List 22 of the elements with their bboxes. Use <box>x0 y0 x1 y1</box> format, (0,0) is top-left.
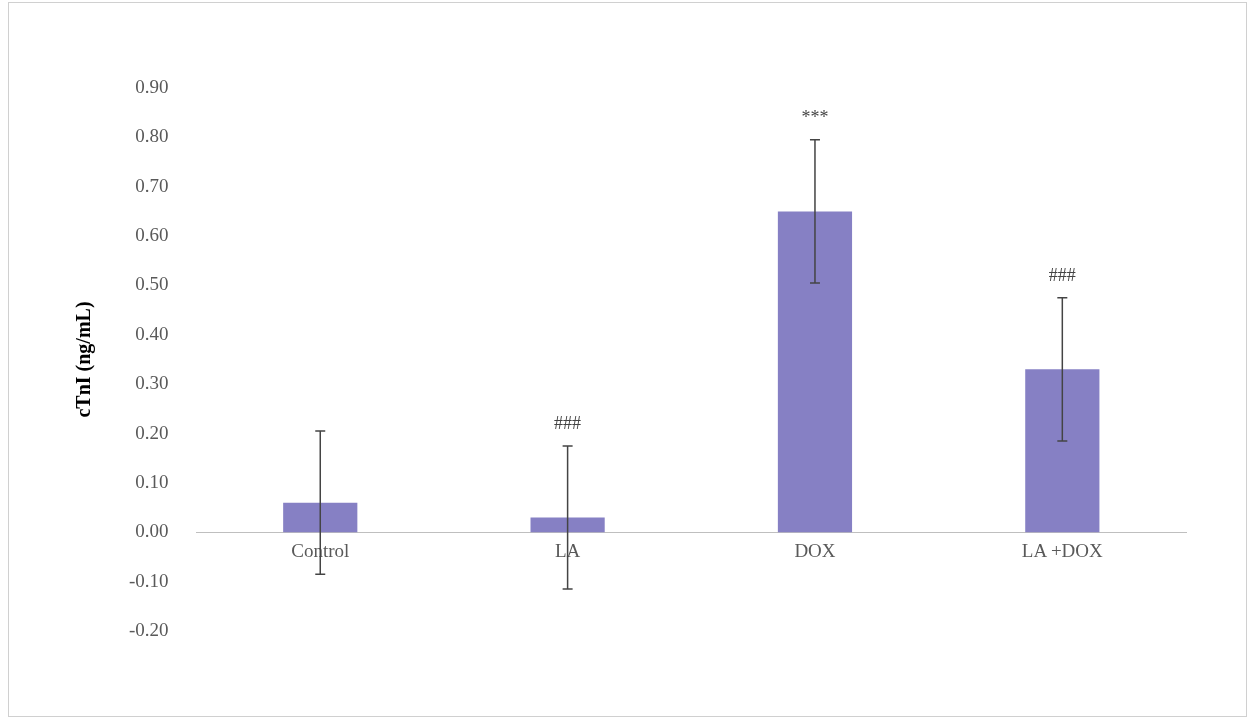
annotation: *** <box>801 106 829 127</box>
y-tick-label: 0.10 <box>135 470 169 492</box>
y-axis-title: cTnI (ng/mL) <box>72 301 96 418</box>
y-tick-label: 0.40 <box>135 322 169 344</box>
bar <box>1025 369 1100 533</box>
y-tick-label: 0.70 <box>135 174 169 196</box>
y-tick-label: -0.20 <box>129 618 169 640</box>
y-tick-label: -0.10 <box>129 569 169 591</box>
y-tick-label: 0.80 <box>135 125 169 147</box>
bar <box>777 211 853 533</box>
bar <box>530 517 605 533</box>
y-tick-label: 0.90 <box>135 75 169 97</box>
y-tick-label: 0.20 <box>135 421 169 443</box>
annotation: ### <box>554 412 582 433</box>
y-tick-label: 0.00 <box>135 520 169 542</box>
bar <box>283 502 358 533</box>
y-tick-label: 0.50 <box>135 273 169 295</box>
x-tick-label: LA +DOX <box>1021 539 1104 561</box>
annotation: ### <box>1048 264 1076 285</box>
y-tick-label: 0.30 <box>135 372 169 394</box>
x-tick-label: DOX <box>794 539 836 561</box>
y-tick-label: 0.60 <box>135 224 169 246</box>
